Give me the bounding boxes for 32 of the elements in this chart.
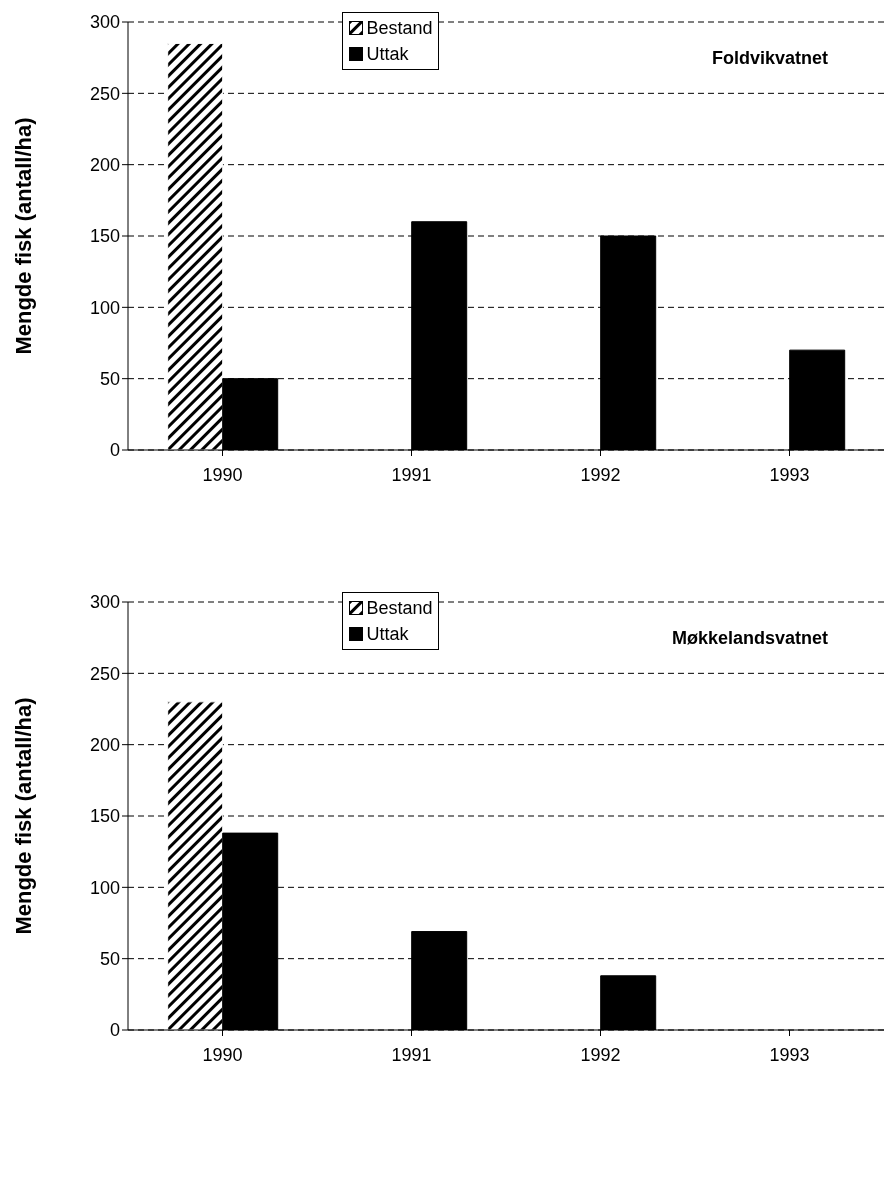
text: Møkkelandsvatnet	[671, 628, 828, 649]
y-tick-label: 300	[89, 592, 120, 613]
y-tick-label: 250	[89, 83, 120, 104]
legend-label: Bestand	[366, 17, 433, 40]
y-tick-label: 300	[89, 12, 120, 33]
y-axis-title: Mengde fisk (antall/ha)	[10, 697, 36, 935]
x-tick-label: 1991	[391, 464, 432, 485]
y-tick-label: 150	[89, 806, 120, 827]
y-tick-label: 200	[89, 155, 120, 176]
x-tick-label: 1990	[202, 1044, 243, 1065]
x-tick-label: 1992	[580, 464, 621, 485]
x-tick-label: 1992	[580, 1044, 621, 1065]
bar	[167, 42, 224, 450]
legend-label: Uttak	[366, 623, 409, 646]
x-tick-label: 1993	[769, 464, 810, 485]
y-tick-label: 0	[109, 440, 120, 461]
y-axis-title: Mengde fisk (antall/ha)	[10, 117, 36, 355]
x-tick-label: 1991	[391, 1044, 432, 1065]
y-tick-label: 150	[89, 226, 120, 247]
y-tick-label: 0	[109, 1020, 120, 1041]
legend-label: Bestand	[366, 597, 433, 620]
y-tick-label: 200	[89, 735, 120, 756]
y-tick-label: 100	[89, 297, 120, 318]
y-tick-label: 250	[89, 663, 120, 684]
x-tick-label: 1990	[202, 464, 243, 485]
legend-label: Uttak	[366, 43, 409, 66]
y-tick-label: 50	[99, 949, 120, 970]
x-tick-label: 1993	[769, 1044, 810, 1065]
bar	[167, 701, 224, 1030]
y-tick-label: 100	[89, 877, 120, 898]
y-tick-label: 50	[99, 369, 120, 390]
text: Foldvikvatnet	[711, 48, 828, 69]
